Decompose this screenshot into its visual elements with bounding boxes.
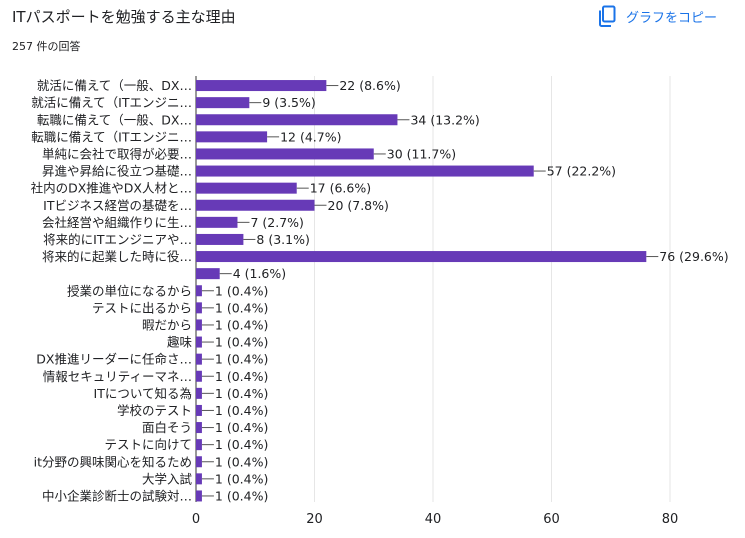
data-label: 22 (8.6%) xyxy=(339,78,400,93)
x-tick-label: 80 xyxy=(662,512,679,527)
data-label: 1 (0.4%) xyxy=(215,335,268,350)
category-label: 昇進や昇給に役立つ基礎… xyxy=(42,164,192,179)
data-label: 30 (11.7%) xyxy=(387,146,456,161)
category-label: 授業の単位になるから xyxy=(67,283,192,298)
data-label: 1 (0.4%) xyxy=(215,369,268,384)
category-label: 就活に備えて（一般、DX… xyxy=(37,78,192,93)
bar xyxy=(196,148,374,160)
category-label: 単純に会社で取得が必要… xyxy=(42,146,192,161)
category-label: テストに出るから xyxy=(92,300,192,315)
category-label: 趣味 xyxy=(167,335,193,350)
data-label: 1 (0.4%) xyxy=(215,488,268,503)
data-label: 1 (0.4%) xyxy=(215,471,268,486)
bar xyxy=(196,251,647,263)
bar xyxy=(196,285,202,297)
bar xyxy=(196,473,202,485)
bar xyxy=(196,404,202,416)
data-label: 17 (6.6%) xyxy=(310,181,371,196)
chart-title: ITパスポートを勉強する主な理由 xyxy=(12,8,236,26)
data-label: 7 (2.7%) xyxy=(250,215,303,230)
data-label: 1 (0.4%) xyxy=(215,403,268,418)
category-label: 面白そう xyxy=(142,420,192,435)
bar xyxy=(196,165,534,177)
bar xyxy=(196,97,250,109)
data-label: 1 (0.4%) xyxy=(215,386,268,401)
data-label: 1 (0.4%) xyxy=(215,283,268,298)
category-label: 会社経営や組織作りに生… xyxy=(42,215,192,230)
x-tick-label: 20 xyxy=(306,512,323,527)
x-tick-label: 0 xyxy=(192,512,200,527)
bar xyxy=(196,233,244,245)
category-label: 転職に備えて（一般、DX… xyxy=(37,112,192,127)
bar xyxy=(196,370,202,382)
bar xyxy=(196,131,268,143)
category-label: テストに向けて xyxy=(104,437,192,452)
data-label: 8 (3.1%) xyxy=(256,232,309,247)
data-label: 1 (0.4%) xyxy=(215,352,268,367)
copy-chart-button[interactable]: グラフをコピー xyxy=(598,4,717,28)
data-label: 76 (29.6%) xyxy=(659,249,728,264)
data-label: 12 (4.7%) xyxy=(280,129,341,144)
category-label: 学校のテスト xyxy=(117,403,192,418)
x-tick-label: 60 xyxy=(543,512,560,527)
data-label: 20 (7.8%) xyxy=(328,198,389,213)
category-label: 転職に備えて（ITエンジニ… xyxy=(31,129,192,144)
category-label: it分野の興味関心を知るため xyxy=(34,454,192,469)
category-label: 大学入試 xyxy=(142,471,193,486)
data-label: 1 (0.4%) xyxy=(215,437,268,452)
category-label: ITについて知る為 xyxy=(94,386,192,401)
category-label: 就活に備えて（ITエンジニ… xyxy=(31,95,192,110)
data-label: 34 (13.2%) xyxy=(410,112,479,127)
x-tick-label: 40 xyxy=(425,512,442,527)
data-label: 1 (0.4%) xyxy=(215,317,268,332)
data-label: 57 (22.2%) xyxy=(547,164,616,179)
bar xyxy=(196,319,202,331)
category-label: 情報セキュリティーマネ… xyxy=(43,369,192,384)
copy-chart-label: グラフをコピー xyxy=(626,10,718,26)
category-label: 将来的に起業した時に役… xyxy=(42,249,192,264)
bar xyxy=(196,422,202,434)
copy-icon xyxy=(599,5,616,27)
bar xyxy=(196,302,202,314)
bar xyxy=(196,456,202,468)
bar xyxy=(196,216,238,228)
category-label: 将来的にITエンジニアや… xyxy=(43,232,192,247)
category-label: 中小企業診断士の試験対… xyxy=(42,488,192,503)
response-count: 257 件の回答 xyxy=(12,40,81,53)
bar xyxy=(196,387,202,399)
bar xyxy=(196,182,297,194)
data-label: 1 (0.4%) xyxy=(215,420,268,435)
category-label: ITビジネス経営の基礎を… xyxy=(43,198,192,213)
bar xyxy=(196,439,202,451)
bar xyxy=(196,353,202,365)
data-label: 1 (0.4%) xyxy=(215,300,268,315)
category-label: DX推進リーダーに任命さ… xyxy=(36,352,192,367)
bar xyxy=(196,199,315,211)
data-label: 4 (1.6%) xyxy=(233,266,286,281)
data-label: 1 (0.4%) xyxy=(215,454,268,469)
category-label: 暇だから xyxy=(142,317,192,332)
bar xyxy=(196,336,202,348)
bar xyxy=(196,268,220,280)
bar xyxy=(196,490,202,502)
category-label: 社内のDX推進やDX人材と… xyxy=(31,181,192,196)
bar xyxy=(196,80,327,92)
data-label: 9 (3.5%) xyxy=(262,95,315,110)
bar xyxy=(196,114,398,126)
